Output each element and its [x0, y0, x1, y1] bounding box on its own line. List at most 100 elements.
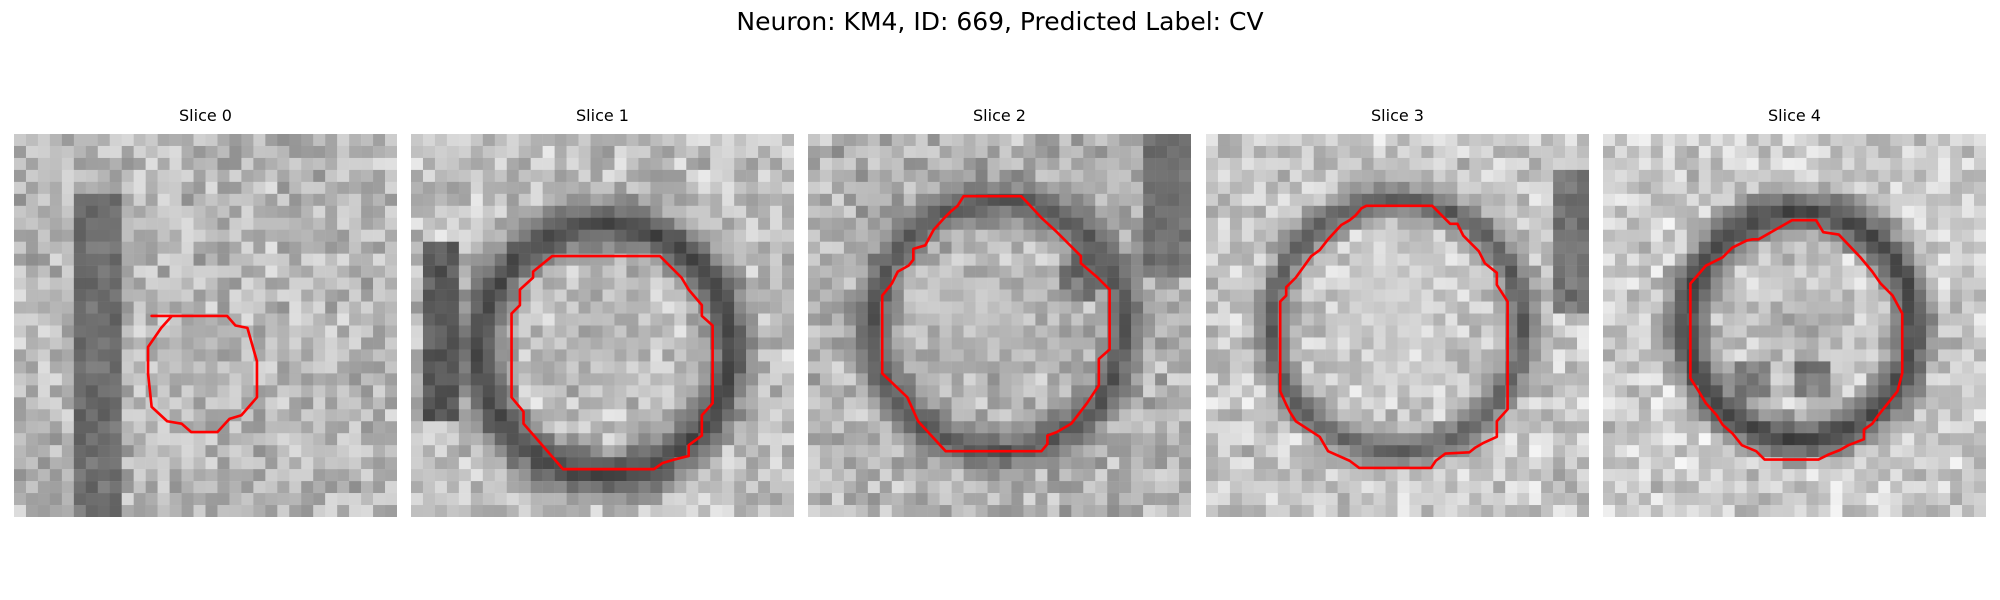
- pixel: [674, 373, 687, 386]
- pixel: [385, 217, 397, 230]
- pixel: [1397, 469, 1410, 482]
- pixel: [121, 253, 134, 266]
- pixel: [1565, 253, 1578, 266]
- pixel: [1782, 397, 1795, 410]
- pixel: [662, 181, 675, 195]
- pixel: [446, 253, 460, 266]
- pixel: [1962, 433, 1975, 446]
- pixel: [277, 217, 290, 230]
- pixel: [1385, 241, 1398, 254]
- pixel: [1794, 277, 1807, 290]
- pixel: [1722, 169, 1735, 183]
- pixel: [1638, 157, 1652, 171]
- pixel: [879, 421, 893, 434]
- pixel: [770, 325, 783, 338]
- pixel: [1047, 313, 1060, 326]
- pixel: [1902, 349, 1915, 362]
- pixel: [1361, 457, 1374, 470]
- pixel: [1842, 157, 1855, 171]
- pixel: [422, 229, 436, 242]
- pixel: [361, 145, 374, 159]
- pixel: [1023, 217, 1036, 230]
- pixel: [14, 457, 27, 470]
- slice-image: [1603, 134, 1986, 517]
- pixel: [831, 169, 845, 183]
- pixel: [1926, 349, 1939, 362]
- pixel: [1047, 457, 1060, 470]
- pixel: [73, 421, 87, 434]
- pixel: [85, 193, 99, 207]
- pixel: [1011, 241, 1024, 254]
- pixel: [1553, 373, 1566, 386]
- pixel: [710, 265, 723, 278]
- pixel: [229, 145, 242, 159]
- pixel: [1397, 337, 1410, 350]
- pixel: [1241, 157, 1255, 171]
- pixel: [1301, 457, 1314, 470]
- pixel: [1614, 277, 1628, 290]
- pixel: [602, 421, 615, 434]
- pixel: [1938, 349, 1951, 362]
- pixel: [85, 205, 99, 219]
- pixel: [831, 445, 845, 458]
- pixel: [578, 493, 591, 506]
- pixel: [1421, 493, 1434, 506]
- pixel: [951, 289, 964, 302]
- pixel: [1409, 421, 1422, 434]
- pixel: [710, 493, 723, 506]
- pixel: [891, 134, 904, 147]
- pixel: [109, 205, 122, 219]
- pixel: [1361, 361, 1374, 374]
- pixel: [1950, 169, 1963, 183]
- pixel: [1301, 481, 1314, 494]
- pixel: [626, 265, 639, 278]
- pixel: [349, 493, 362, 506]
- pixel: [470, 505, 484, 517]
- pixel: [578, 481, 591, 494]
- pixel: [963, 265, 976, 278]
- pixel: [831, 265, 845, 278]
- pixel: [1481, 134, 1494, 147]
- pixel: [855, 145, 869, 159]
- pixel: [782, 481, 794, 494]
- pixel: [1962, 205, 1975, 219]
- pixel: [1301, 445, 1314, 458]
- pixel: [1698, 433, 1711, 446]
- pixel: [193, 457, 206, 470]
- pixel: [987, 181, 1000, 195]
- pixel: [145, 145, 158, 159]
- pixel: [1914, 241, 1927, 254]
- pixel: [782, 193, 794, 207]
- pixel: [1770, 433, 1783, 446]
- pixel: [1409, 193, 1422, 207]
- pixel: [674, 493, 687, 506]
- pixel: [1445, 409, 1458, 422]
- pixel: [1878, 301, 1891, 314]
- pixel: [253, 505, 266, 517]
- pixel: [253, 301, 266, 314]
- pixel: [1469, 361, 1482, 374]
- pixel: [229, 157, 242, 171]
- pixel: [542, 373, 555, 386]
- pixel: [1469, 193, 1482, 207]
- pixel: [349, 433, 362, 446]
- pixel: [133, 205, 146, 219]
- pixel: [1179, 469, 1191, 482]
- pixel: [554, 157, 567, 171]
- pixel: [422, 505, 436, 517]
- pixel: [770, 409, 783, 422]
- pixel: [674, 181, 687, 195]
- pixel: [1253, 505, 1267, 517]
- pixel: [1770, 373, 1783, 386]
- pixel: [808, 157, 821, 171]
- pixel: [434, 373, 448, 386]
- pixel: [1385, 397, 1398, 410]
- pixel: [1023, 265, 1036, 278]
- pixel: [903, 361, 916, 374]
- pixel: [1289, 253, 1302, 266]
- pixel: [855, 337, 869, 350]
- pixel: [1638, 241, 1652, 254]
- pixel: [1083, 229, 1096, 242]
- pixel: [1131, 313, 1144, 326]
- pixel: [1023, 361, 1036, 374]
